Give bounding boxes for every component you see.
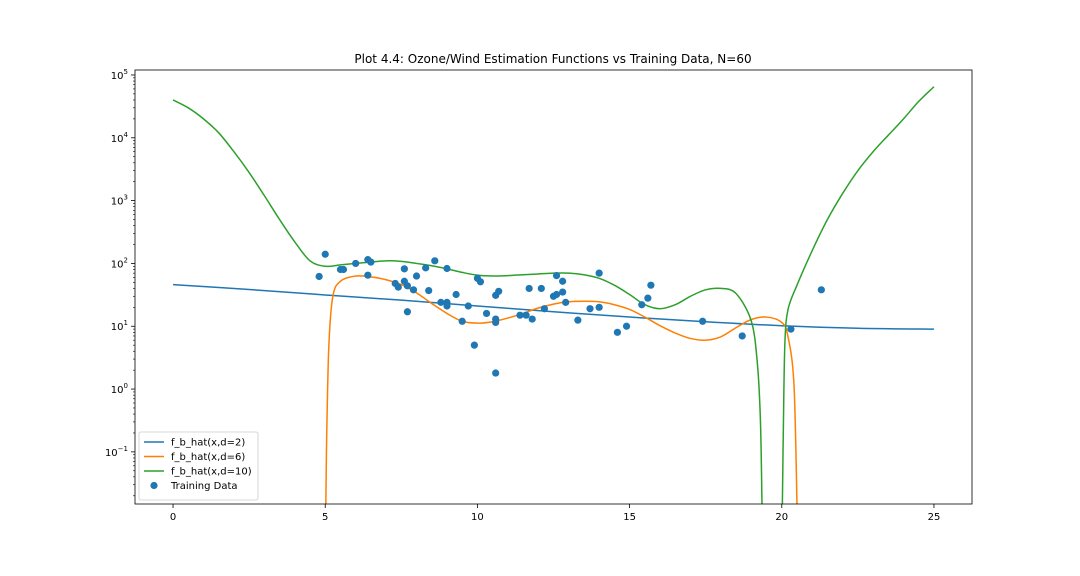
x-tick-label: 10	[471, 512, 484, 523]
y-tick-label: 100	[111, 382, 128, 396]
training-data-point	[409, 286, 418, 294]
training-data-point	[403, 282, 412, 290]
series-line-d10	[172, 99, 763, 504]
training-data-point	[817, 286, 825, 294]
training-data-point	[476, 278, 485, 286]
y-tick-exponent: 2	[124, 256, 128, 264]
training-data-point	[537, 284, 545, 293]
y-tick-exponent: 4	[124, 131, 129, 139]
y-tick-base: 10	[105, 448, 118, 459]
legend-box	[138, 431, 259, 501]
training-data-point	[738, 332, 746, 340]
x-tick-label: 25	[928, 512, 941, 523]
training-data-point	[613, 328, 622, 336]
training-data-point	[431, 257, 439, 265]
training-data-point	[540, 305, 548, 313]
x-tick-label: 5	[322, 512, 328, 523]
legend: f_b_hat(x,d=2) f_b_hat(x,d=6) f_b_hat(x,d=…	[138, 431, 259, 501]
y-tick-base: 10	[111, 322, 124, 333]
training-data-point	[528, 315, 536, 323]
training-data-point	[638, 301, 646, 309]
training-data-point	[495, 287, 503, 295]
training-data-point	[470, 341, 478, 349]
training-data-point	[464, 302, 472, 310]
y-tick-exponent: 1	[124, 319, 128, 327]
training-data-point	[787, 325, 795, 333]
y-tick-label: 102	[111, 256, 128, 270]
training-data-point	[352, 259, 360, 268]
training-data-point	[525, 284, 533, 293]
y-tick-exponent: 0	[124, 382, 128, 390]
training-data-point	[458, 317, 466, 325]
training-data-point	[364, 271, 372, 279]
training-data-point	[559, 288, 567, 296]
y-tick-base: 10	[111, 134, 124, 145]
x-tick-label: 15	[623, 512, 636, 523]
training-data-point	[482, 309, 491, 318]
training-data-point	[522, 311, 530, 319]
training-data-point	[412, 272, 421, 280]
training-data-point	[559, 277, 567, 285]
chart-title: Plot 4.4: Ozone/Wind Estimation Function…	[354, 52, 751, 66]
y-tick-exponent: −1	[118, 445, 128, 453]
legend-label: f_b_hat(x,d=6)	[171, 452, 245, 463]
training-data-point	[367, 258, 375, 266]
training-data-point	[403, 308, 412, 316]
plot-frame	[134, 69, 973, 505]
y-tick-label: 10−1	[105, 445, 128, 459]
y-tick-label: 101	[111, 319, 128, 333]
legend-swatch-marker	[150, 481, 158, 490]
training-data-point	[595, 269, 603, 277]
training-data-point	[552, 272, 561, 280]
y-tick-base: 10	[111, 71, 124, 82]
training-data-point	[394, 283, 402, 291]
training-data-point	[552, 290, 561, 299]
y-tick-exponent: 5	[124, 68, 128, 76]
x-tick-label: 20	[775, 512, 788, 523]
training-data-point	[492, 369, 500, 377]
x-axis: 0 5 10 15 20 25	[170, 504, 940, 523]
training-data-point	[425, 286, 433, 295]
y-tick-base: 10	[111, 385, 124, 396]
training-data-point	[516, 311, 524, 319]
training-data-point	[622, 322, 631, 330]
training-data-point	[400, 265, 408, 273]
training-data-point	[443, 264, 451, 273]
y-tick-label: 104	[111, 131, 129, 145]
training-data-point	[699, 317, 707, 325]
legend-label: f_b_hat(x,d=2)	[171, 438, 245, 449]
training-data-point	[321, 250, 329, 258]
y-tick-label: 105	[111, 68, 128, 82]
training-data-point	[422, 264, 430, 272]
training-data-point	[492, 318, 500, 327]
y-tick-label: 103	[111, 194, 128, 208]
training-data-point	[595, 303, 603, 311]
y-tick-base: 10	[111, 197, 124, 208]
training-data-point	[443, 302, 451, 310]
legend-label: f_b_hat(x,d=10)	[171, 467, 252, 478]
training-data-point	[437, 298, 445, 306]
training-data-point	[452, 290, 460, 299]
y-tick-exponent: 3	[124, 194, 128, 202]
series-line-d10	[781, 86, 935, 504]
legend-label: Training Data	[170, 481, 238, 492]
training-data-point	[586, 305, 594, 313]
training-data-point	[644, 294, 652, 302]
training-data-point	[562, 298, 570, 306]
training-data-point	[315, 272, 323, 281]
training-data-point	[339, 265, 348, 274]
training-data-point	[574, 316, 582, 324]
scatter-layer	[315, 250, 825, 377]
series-line-d2	[173, 283, 934, 330]
training-data-point	[647, 281, 655, 289]
y-tick-base: 10	[111, 259, 124, 270]
x-tick-label: 0	[170, 512, 176, 523]
